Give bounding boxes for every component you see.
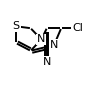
Text: N: N [50,40,58,50]
Text: N: N [43,57,51,67]
Text: S: S [13,21,20,31]
Text: Cl: Cl [72,23,83,33]
Text: N: N [37,34,46,44]
